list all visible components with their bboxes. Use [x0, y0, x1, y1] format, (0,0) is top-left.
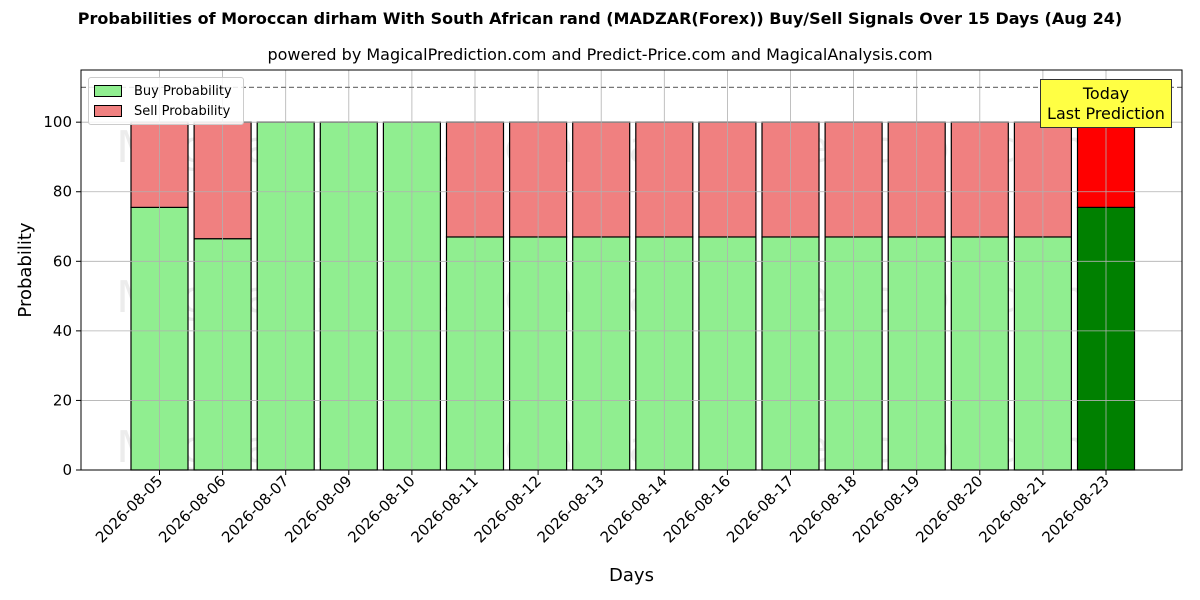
y-tick-label: 100 — [43, 113, 72, 131]
x-tick-label: 2026-08-11 — [407, 472, 481, 546]
x-tick-label: 2026-08-05 — [92, 472, 166, 546]
x-tick-label: 2026-08-14 — [597, 472, 671, 546]
x-axis-title: Days — [609, 565, 654, 586]
x-tick-label: 2026-08-10 — [344, 472, 418, 546]
x-tick-label: 2026-08-18 — [786, 472, 860, 546]
plot-frame — [80, 69, 1183, 471]
chart-title: Probabilities of Moroccan dirham With So… — [77, 9, 1123, 28]
x-tick-label: 2026-08-06 — [155, 472, 229, 546]
chart-subtitle: powered by MagicalPrediction.com and Pre… — [267, 45, 933, 64]
today-annotation: Today Last Prediction — [1040, 79, 1172, 128]
x-tick-label: 2026-08-09 — [281, 472, 355, 546]
x-tick-label: 2026-08-16 — [660, 472, 734, 546]
x-tick-label: 2026-08-13 — [534, 472, 608, 546]
x-tick-label: 2026-08-19 — [849, 472, 923, 546]
legend-swatch-sell — [94, 105, 122, 117]
x-tick-label: 2026-08-23 — [1038, 472, 1112, 546]
today-annotation-line2: Last Prediction — [1047, 104, 1165, 123]
y-tick-label: 0 — [62, 461, 72, 479]
y-axis-title: Probability — [15, 222, 36, 317]
legend-item-sell: Sell Probability — [94, 102, 230, 120]
x-tick-label: 2026-08-07 — [218, 472, 292, 546]
legend-item-buy: Buy Probability — [94, 82, 232, 100]
today-annotation-line1: Today — [1082, 84, 1130, 103]
x-tick-label: 2026-08-20 — [912, 472, 986, 546]
legend-swatch-buy — [94, 85, 122, 97]
x-tick-label: 2026-08-21 — [975, 472, 1049, 546]
x-tick-label: 2026-08-12 — [471, 472, 545, 546]
chart-legend: Buy Probability Sell Probability — [88, 77, 244, 125]
y-tick-label: 20 — [53, 391, 72, 409]
y-tick-label: 80 — [53, 183, 72, 201]
x-tick-label: 2026-08-17 — [723, 472, 797, 546]
legend-label-buy: Buy Probability — [134, 83, 232, 99]
y-tick-label: 40 — [53, 322, 72, 340]
legend-label-sell: Sell Probability — [134, 103, 231, 119]
y-tick-label: 60 — [53, 252, 72, 270]
